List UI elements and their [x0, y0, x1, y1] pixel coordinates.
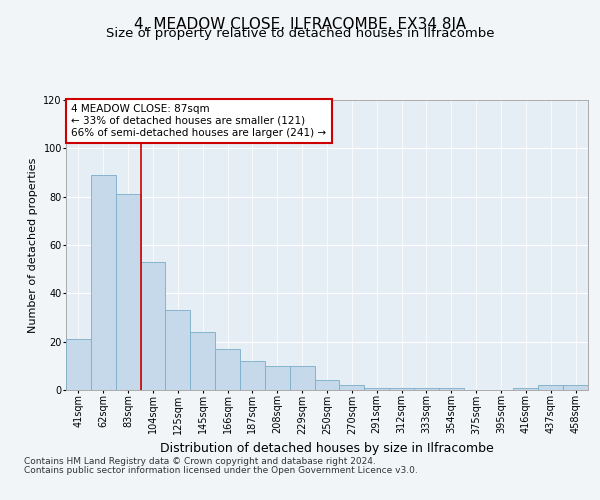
Bar [414, 388, 439, 390]
Text: 4 MEADOW CLOSE: 87sqm
← 33% of detached houses are smaller (121)
66% of semi-det: 4 MEADOW CLOSE: 87sqm ← 33% of detached … [71, 104, 326, 138]
Bar [116, 194, 140, 390]
Text: Size of property relative to detached houses in Ilfracombe: Size of property relative to detached ho… [106, 28, 494, 40]
Bar [563, 385, 588, 390]
Bar [364, 388, 389, 390]
Bar [66, 339, 91, 390]
Bar [314, 380, 340, 390]
Bar [91, 175, 116, 390]
Bar [166, 310, 190, 390]
Bar [538, 385, 563, 390]
Bar [140, 262, 166, 390]
Bar [439, 388, 464, 390]
Bar [389, 388, 414, 390]
Bar [290, 366, 314, 390]
Bar [340, 385, 364, 390]
Y-axis label: Number of detached properties: Number of detached properties [28, 158, 38, 332]
X-axis label: Distribution of detached houses by size in Ilfracombe: Distribution of detached houses by size … [160, 442, 494, 455]
Bar [215, 349, 240, 390]
Bar [240, 361, 265, 390]
Text: Contains public sector information licensed under the Open Government Licence v3: Contains public sector information licen… [24, 466, 418, 475]
Text: Contains HM Land Registry data © Crown copyright and database right 2024.: Contains HM Land Registry data © Crown c… [24, 458, 376, 466]
Bar [514, 388, 538, 390]
Bar [190, 332, 215, 390]
Bar [265, 366, 290, 390]
Text: 4, MEADOW CLOSE, ILFRACOMBE, EX34 8JA: 4, MEADOW CLOSE, ILFRACOMBE, EX34 8JA [134, 18, 466, 32]
